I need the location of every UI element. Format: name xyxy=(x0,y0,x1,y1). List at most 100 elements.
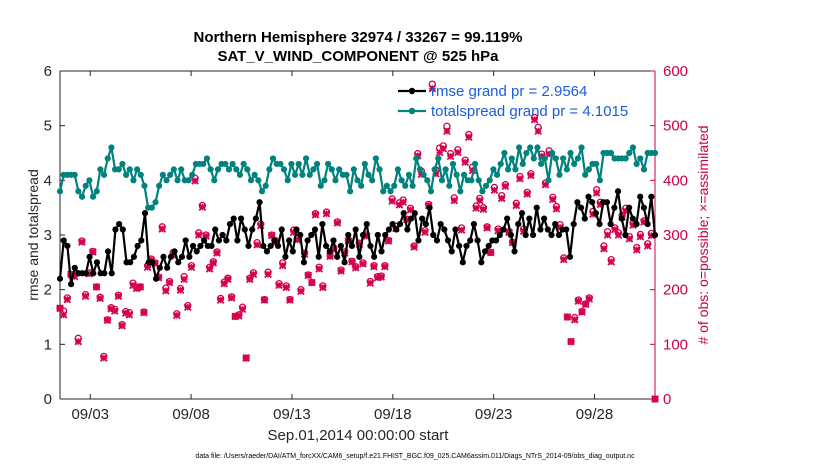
totalspread-point xyxy=(100,171,108,178)
rmse-point xyxy=(71,264,78,271)
totalspread-point xyxy=(317,182,324,189)
y-axis-left: 0 1 2 3 4 5 6 xyxy=(44,63,65,408)
obs-assimilated-marker xyxy=(103,316,112,325)
totalspread-point xyxy=(119,160,126,168)
y-tick-left-label: 4 xyxy=(44,172,52,189)
obs-assimilated-marker xyxy=(278,261,287,270)
totalspread-point xyxy=(574,155,581,162)
totalspread-point xyxy=(519,160,526,168)
rmse-point xyxy=(67,281,75,288)
rmse-point xyxy=(149,259,156,266)
obs-assimilated-marker xyxy=(370,262,378,271)
totalspread-point xyxy=(104,155,111,162)
x-axis-label: Sep.01,2014 00:00:00 start xyxy=(268,427,450,444)
obs-assimilated-series xyxy=(56,84,659,403)
totalspread-point xyxy=(398,177,405,184)
obs-assimilated-marker xyxy=(56,304,64,313)
rmse-point xyxy=(459,259,466,266)
rmse-point xyxy=(644,220,651,228)
obs-assimilated-marker xyxy=(443,127,451,135)
totalspread-point xyxy=(266,166,273,173)
rmse-point xyxy=(407,215,415,222)
totalspread-point xyxy=(420,171,427,178)
rmse-point xyxy=(463,242,470,250)
totalspread-point xyxy=(460,171,468,178)
rmse-point xyxy=(648,193,655,200)
rmse-point xyxy=(404,226,411,233)
totalspread-point xyxy=(269,155,277,162)
obs-assimilated-marker xyxy=(114,292,123,301)
rmse-point xyxy=(589,199,596,206)
rmse-point xyxy=(308,231,315,239)
obs-assimilated-marker xyxy=(366,279,375,287)
obs-assimilated-marker xyxy=(191,177,199,185)
rmse-point xyxy=(230,215,237,222)
totalspread-point xyxy=(593,160,600,168)
totalspread-point xyxy=(137,171,144,178)
obs-assimilated-marker xyxy=(118,321,126,330)
obs-assimilated-marker xyxy=(530,115,539,124)
totalspread-point xyxy=(361,160,368,168)
y-tick-right-label: 600 xyxy=(663,63,688,80)
totalspread-point xyxy=(236,171,244,178)
rmse-point xyxy=(570,220,577,228)
obs-assimilated-marker xyxy=(421,228,429,237)
totalspread-point xyxy=(633,160,640,168)
obs-assimilated-marker xyxy=(96,294,104,303)
totalspread-point xyxy=(567,149,574,157)
totalspread-point xyxy=(578,144,585,151)
totalspread-point xyxy=(86,177,93,184)
rmse-point xyxy=(337,242,344,250)
totalspread-point xyxy=(380,188,387,195)
obs-assimilated-marker xyxy=(311,210,320,219)
totalspread-point xyxy=(431,166,438,173)
rmse-point xyxy=(367,242,374,250)
totalspread-point xyxy=(468,177,475,184)
rmse-point xyxy=(116,220,123,228)
rmse-point xyxy=(178,253,186,260)
totalspread-point xyxy=(141,182,148,189)
rmse-point xyxy=(419,215,426,222)
y-tick-right-label: 100 xyxy=(663,336,688,353)
y-tick-right-label: 0 xyxy=(663,391,671,408)
obs-assimilated-marker xyxy=(304,271,313,280)
data-file-footnote: data file: /Users/raeder/DAI/ATM_forcXX/… xyxy=(195,453,635,460)
rmse-point xyxy=(500,226,507,233)
totalspread-point xyxy=(453,171,460,178)
rmse-point xyxy=(223,237,230,244)
totalspread-point xyxy=(541,155,548,162)
totalspread-point xyxy=(93,188,100,195)
totalspread-point xyxy=(582,171,589,178)
obs-assimilated-marker xyxy=(242,354,251,362)
rmse-point xyxy=(245,242,252,250)
rmse-point xyxy=(518,210,526,217)
obs-assimilated-marker xyxy=(180,275,188,284)
obs-assimilated-marker xyxy=(74,337,83,346)
rmse-point xyxy=(215,237,223,244)
y-axis-left-label: rmse and totalspread xyxy=(25,169,41,301)
totalspread-point xyxy=(538,160,545,168)
totalspread-point xyxy=(222,160,229,168)
rmse-point xyxy=(104,248,112,255)
y-tick-right-label: 400 xyxy=(663,172,688,189)
y-tick-right-label: 200 xyxy=(663,282,688,299)
rmse-point xyxy=(378,248,385,255)
obs-assimilated-marker xyxy=(563,313,572,321)
totalspread-point xyxy=(501,149,508,157)
totalspread-point xyxy=(299,171,306,178)
rmse-point xyxy=(212,226,219,233)
rmse-point xyxy=(411,210,418,217)
obs-assimilated-marker xyxy=(581,300,590,309)
obs-assimilated-marker xyxy=(282,283,291,292)
totalspread-point xyxy=(527,144,534,151)
rmse-point xyxy=(311,226,319,233)
totalspread-point xyxy=(402,182,409,189)
rmse-point xyxy=(156,264,163,271)
obs-assimilated-marker xyxy=(523,190,532,198)
rmse-point xyxy=(515,220,522,228)
totalspread-point xyxy=(446,182,453,189)
obs-assimilated-marker xyxy=(614,231,623,239)
rmse-point xyxy=(522,231,529,239)
rmse-point xyxy=(319,220,326,228)
rmse-point xyxy=(389,220,396,228)
